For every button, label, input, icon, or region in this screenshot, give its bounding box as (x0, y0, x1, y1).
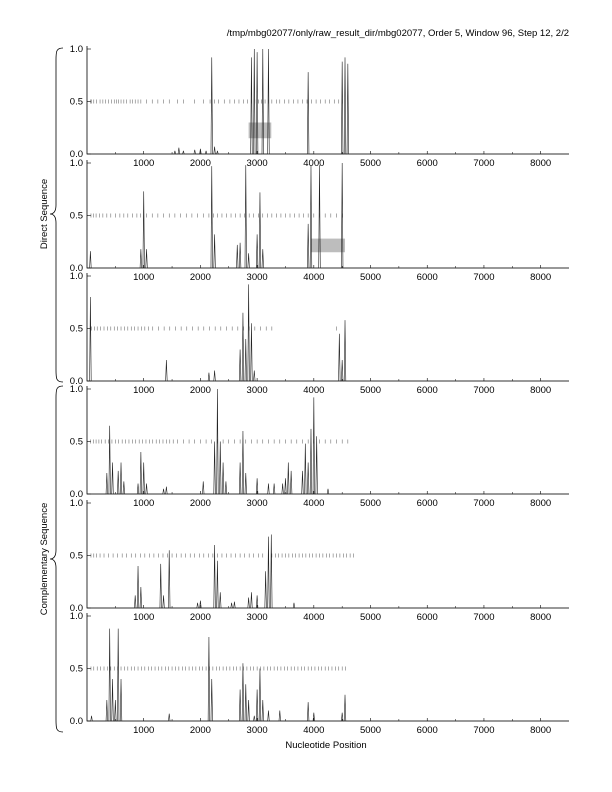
signal-trace (87, 284, 569, 382)
signal-trace (87, 534, 569, 609)
x-tick-label: 8000 (530, 498, 551, 509)
x-tick-label: 5000 (360, 498, 381, 509)
y-tick-label: 0.0 (70, 263, 83, 274)
x-tick-label: 4000 (303, 158, 324, 169)
x-tick-label: 6000 (417, 612, 438, 623)
panel-5: 0.0 0.5 1.0 1000 2000 3000 4000 5000 6000 7000 800… (70, 498, 569, 623)
panel-6: 0.0 0.5 1.0 1000 2000 3000 4000 5000 6000 7000 800… (70, 611, 569, 736)
x-tick-label: 2000 (190, 498, 211, 509)
x-tick-label: 8000 (530, 385, 551, 396)
x-tick-label: 4000 (303, 725, 324, 736)
x-tick-label: 6000 (417, 385, 438, 396)
y-tick-label: 0.5 (70, 551, 83, 562)
y-tick-label: 1.0 (70, 158, 83, 169)
x-tick-label: 6000 (417, 272, 438, 283)
x-axis-label: Nucleotide Position (285, 740, 366, 751)
panel-axes (86, 46, 569, 155)
x-tick-label: 2000 (190, 272, 211, 283)
x-tick-label: 5000 (360, 385, 381, 396)
y-tick-label: 0.0 (70, 376, 83, 387)
x-tick-label: 1000 (133, 385, 154, 396)
x-tick-label: 5000 (360, 725, 381, 736)
y-tick-label: 1.0 (70, 498, 83, 509)
panels-group: 0.0 0.5 1.0 1000 2000 3000 4000 5000 6000 7000 800… (70, 44, 569, 736)
shaded-region (310, 238, 346, 253)
x-tick-label: 3000 (247, 385, 268, 396)
y-tick-label: 1.0 (70, 44, 83, 55)
figure-header: /tmp/mbg02077/only/raw_result_dir/mbg020… (227, 28, 569, 39)
signal-trace (87, 628, 569, 722)
panel-3: 0.0 0.5 1.0 1000 2000 3000 4000 5000 6000 7000 800… (70, 271, 569, 396)
x-tick-label: 7000 (473, 272, 494, 283)
y-tick-label: 0.5 (70, 211, 83, 222)
x-tick-label: 8000 (530, 158, 551, 169)
x-tick-label: 5000 (360, 272, 381, 283)
y-tick-label: 0.5 (70, 437, 83, 448)
x-tick-label: 2000 (190, 158, 211, 169)
x-tick-label: 7000 (473, 498, 494, 509)
panel-4: 0.0 0.5 1.0 1000 2000 3000 4000 5000 6000 7000 800… (70, 384, 569, 509)
signal-trace (87, 48, 569, 155)
y-tick-label: 0.5 (70, 664, 83, 675)
x-tick-label: 1000 (133, 272, 154, 283)
panel-axes (86, 273, 569, 382)
y-tick-label: 0.5 (70, 97, 83, 108)
x-tick-label: 8000 (530, 272, 551, 283)
x-tick-label: 3000 (247, 272, 268, 283)
x-tick-label: 5000 (360, 612, 381, 623)
x-tick-label: 7000 (473, 725, 494, 736)
x-tick-label: 4000 (303, 272, 324, 283)
x-tick-label: 7000 (473, 158, 494, 169)
y-tick-label: 0.0 (70, 149, 83, 160)
signal-trace (87, 162, 569, 269)
signal-trace (87, 388, 569, 495)
x-tick-label: 1000 (133, 158, 154, 169)
y-tick-label: 0.0 (70, 603, 83, 614)
panel-axes (86, 386, 569, 495)
x-tick-label: 2000 (190, 612, 211, 623)
shaded-region (248, 122, 272, 139)
x-tick-label: 7000 (473, 612, 494, 623)
complementary-sequence-label: Complementary Sequence (39, 503, 50, 615)
x-tick-label: 1000 (133, 498, 154, 509)
x-tick-label: 3000 (247, 612, 268, 623)
direct-sequence-label: Direct Sequence (39, 179, 50, 249)
x-tick-label: 2000 (190, 385, 211, 396)
panel-axes (86, 613, 569, 722)
x-tick-label: 3000 (247, 498, 268, 509)
complementary-sequence-brace (49, 385, 64, 733)
x-tick-label: 6000 (417, 158, 438, 169)
x-tick-label: 4000 (303, 612, 324, 623)
x-tick-label: 6000 (417, 725, 438, 736)
x-tick-label: 1000 (133, 725, 154, 736)
y-tick-label: 0.5 (70, 324, 83, 335)
direct-sequence-brace (49, 47, 64, 383)
y-tick-label: 1.0 (70, 384, 83, 395)
y-tick-label: 0.0 (70, 489, 83, 500)
x-tick-label: 3000 (247, 725, 268, 736)
x-tick-label: 3000 (247, 158, 268, 169)
y-tick-label: 1.0 (70, 271, 83, 282)
panel-axes (86, 500, 569, 609)
panel-2: 0.0 0.5 1.0 1000 2000 3000 4000 5000 6000 7000 800… (70, 158, 569, 283)
x-tick-label: 8000 (530, 612, 551, 623)
x-tick-label: 2000 (190, 725, 211, 736)
x-tick-label: 5000 (360, 158, 381, 169)
x-tick-label: 1000 (133, 612, 154, 623)
x-tick-label: 6000 (417, 498, 438, 509)
x-tick-label: 4000 (303, 385, 324, 396)
x-tick-label: 8000 (530, 725, 551, 736)
y-tick-label: 1.0 (70, 611, 83, 622)
x-tick-label: 7000 (473, 385, 494, 396)
y-tick-label: 0.0 (70, 716, 83, 727)
panel-1: 0.0 0.5 1.0 1000 2000 3000 4000 5000 6000 7000 800… (70, 44, 569, 169)
x-tick-label: 4000 (303, 498, 324, 509)
